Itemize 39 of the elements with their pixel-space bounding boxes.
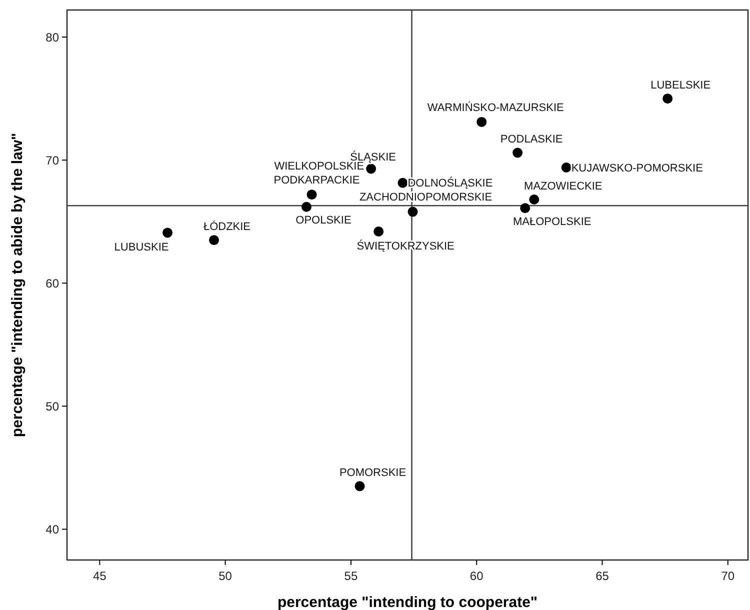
y-tick-label: 70: [46, 153, 60, 168]
y-tick-label: 60: [46, 276, 60, 290]
point: [408, 206, 418, 217]
annotation: LUBELSKIE: [650, 79, 711, 92]
y-tick-label: 40: [46, 522, 60, 536]
point: [306, 190, 317, 200]
point: [476, 116, 487, 127]
point: [301, 202, 312, 212]
y-tick-label: 50: [46, 399, 60, 414]
annotation: WARMIŃSKO-MAZURSKIE: [427, 100, 564, 114]
x-tick-label: 60: [470, 569, 484, 583]
point: [374, 226, 384, 236]
annotation: MAZOWIECKIE: [524, 180, 602, 192]
x-tick-label: 55: [344, 569, 358, 583]
x-axis-title: percentage "intending to cooperate": [277, 594, 538, 610]
point: [354, 481, 365, 492]
annotation: MAŁOPOLSKIE: [512, 216, 592, 228]
x-tick-label: 50: [218, 569, 232, 583]
point: [162, 228, 173, 238]
point: [209, 235, 220, 246]
x-tick-label: 45: [92, 569, 107, 583]
annotation: KUJAWSKO-POMORSKIE: [571, 162, 703, 174]
point: [398, 178, 408, 188]
point: [366, 164, 376, 174]
y-tick-label: 80: [46, 30, 60, 44]
annotation: ŁÓDZKIE: [203, 220, 251, 233]
point: [520, 203, 530, 214]
point: [561, 162, 572, 172]
point: [529, 194, 540, 204]
annotation: PODKARPACKIE: [274, 174, 360, 186]
annotation: LUBUSKIE: [114, 242, 169, 254]
y-axis-title: percentage "intending to abide by the law": [9, 132, 26, 438]
x-tick-label: 70: [721, 569, 735, 583]
point: [662, 94, 673, 104]
annotation: OPOLSKIE: [296, 214, 352, 227]
point: [512, 148, 523, 158]
annotation: POMORSKIE: [339, 467, 406, 480]
x-tick-label: 65: [596, 569, 610, 583]
annotation: PODLASKIE: [500, 134, 563, 146]
